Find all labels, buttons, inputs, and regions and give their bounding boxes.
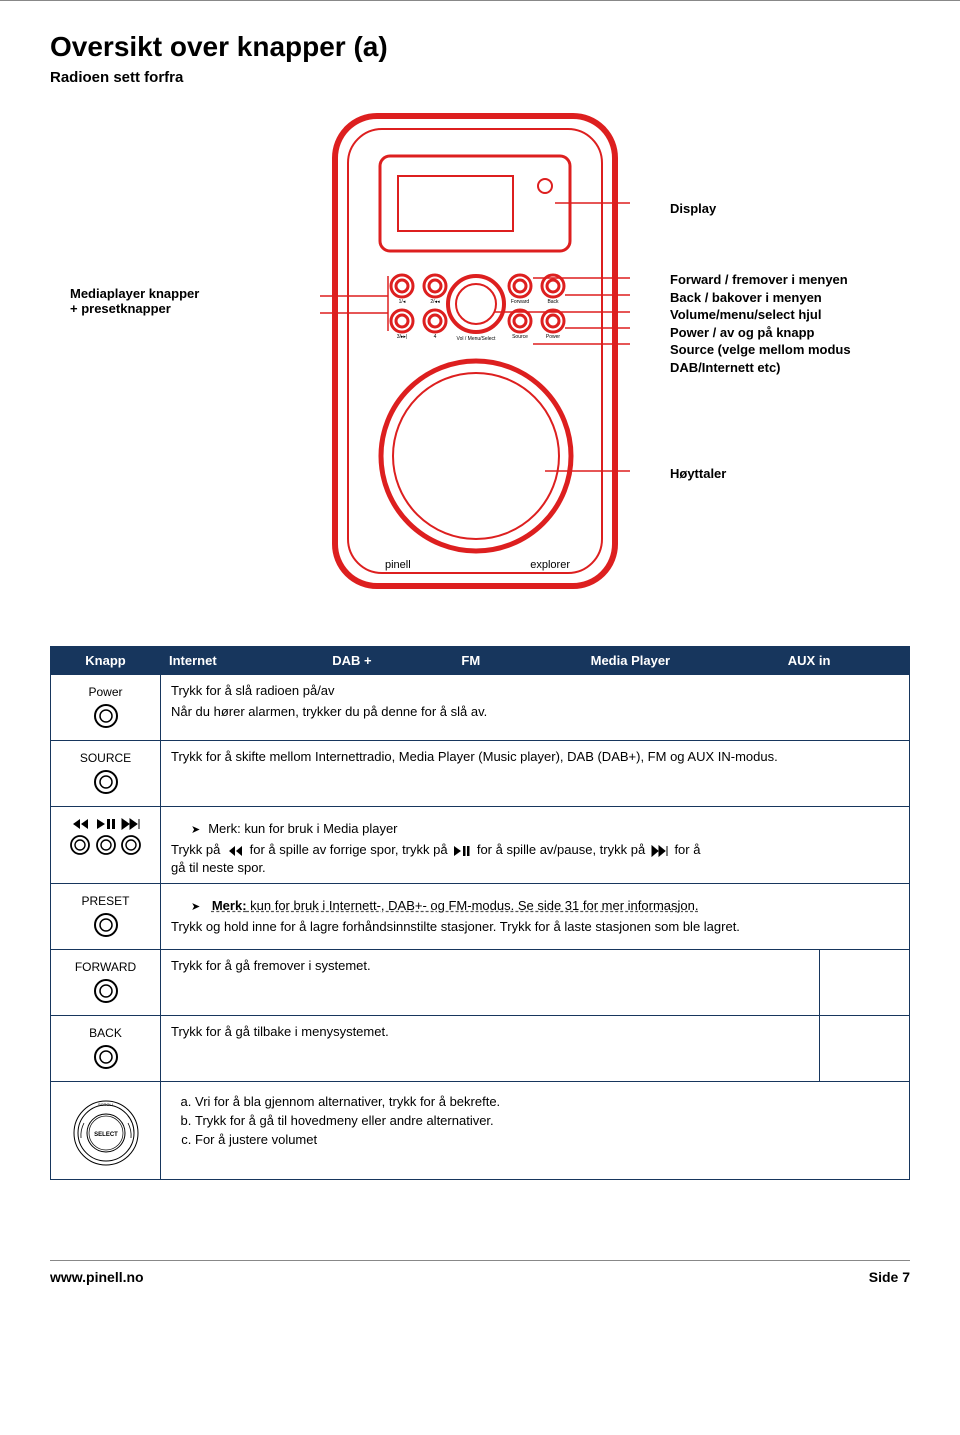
- row-source-label: SOURCE: [61, 751, 150, 765]
- back-text: Trykk for å gå tilbake i menysystemet.: [161, 1016, 820, 1082]
- label-forward: Forward / fremover i menyen: [670, 271, 851, 289]
- media-p3: for å spille av/pause, trykk på: [477, 842, 649, 857]
- media-merk: Merk: kun for bruk i Media player: [191, 821, 899, 836]
- radio-diagram: Mediaplayer knapper + presetknapper Disp…: [50, 106, 910, 616]
- row-power-label: Power: [61, 685, 150, 699]
- media-icons: [69, 820, 142, 834]
- select-c: For å justere volumet: [195, 1132, 899, 1147]
- svg-text:Forward: Forward: [511, 299, 530, 305]
- row-forward-label: FORWARD: [61, 960, 150, 974]
- label-mediaplayer-1: Mediaplayer knapper: [70, 286, 199, 301]
- footer-page: Side 7: [869, 1269, 910, 1285]
- media-p4: for å: [674, 842, 700, 857]
- forward-text: Trykk for å gå fremover i systemet.: [161, 950, 820, 1016]
- footer-url: www.pinell.no: [50, 1269, 144, 1285]
- row-preset-label: PRESET: [61, 894, 150, 908]
- media-p2: for å spille av forrige spor, trykk på: [250, 842, 452, 857]
- svg-text:SCROLL: SCROLL: [97, 1102, 114, 1107]
- next-track-icon: [651, 845, 669, 860]
- preset-merk-text: kun for bruk i Internett-, DAB+- og FM-m…: [247, 898, 699, 913]
- svg-text:4: 4: [434, 334, 437, 340]
- svg-text:Power: Power: [546, 334, 561, 340]
- label-volume: Volume/menu/select hjul: [670, 306, 851, 324]
- svg-text:Back: Back: [547, 299, 559, 305]
- play-pause-icon: [453, 845, 471, 860]
- knob-icon: [93, 703, 119, 732]
- media-p1: Trykk på: [171, 842, 224, 857]
- label-power: Power / av og på knapp: [670, 324, 851, 342]
- svg-text:2/◂◂: 2/◂◂: [430, 299, 440, 305]
- th-internet: Internet: [161, 647, 324, 674]
- select-b: Trykk for å gå til hovedmeny eller andre…: [195, 1113, 899, 1128]
- page-footer: www.pinell.no Side 7: [50, 1260, 910, 1305]
- label-speaker: Høyttaler: [670, 466, 726, 481]
- knob-icon: [93, 978, 119, 1007]
- select-a: Vri for å bla gjennom alternativer, tryk…: [195, 1094, 899, 1109]
- media-p5: gå til neste spor.: [171, 860, 899, 875]
- model-text: explorer: [530, 559, 570, 571]
- svg-text:1/◂: 1/◂: [399, 299, 406, 305]
- label-back: Back / bakover i menyen: [670, 289, 851, 307]
- label-mediaplayer-2: + presetknapper: [70, 301, 199, 316]
- knob-icon: [93, 1044, 119, 1073]
- radio-illustration: 1/◂ 2/◂◂ Forward Back 3/▸▸| 4 Source Power V…: [320, 106, 630, 606]
- source-text: Trykk for å skifte mellom Internettradio…: [161, 741, 910, 807]
- th-media: Media Player: [583, 647, 780, 674]
- preset-text: Trykk og hold inne for å lagre forhåndsi…: [171, 919, 899, 934]
- page-title: Oversikt over knapper (a): [50, 31, 910, 63]
- knob-icon: [93, 769, 119, 798]
- th-fm: FM: [453, 647, 582, 674]
- button-table: Knapp Internet DAB + FM Media Player AUX…: [50, 646, 910, 1180]
- row-back-label: BACK: [61, 1026, 150, 1040]
- prev-track-icon: [226, 845, 244, 860]
- knob-icon: [93, 912, 119, 941]
- label-display: Display: [670, 201, 716, 216]
- select-dial-icon: SCROLL SELECT: [71, 1098, 141, 1168]
- th-dab: DAB +: [324, 647, 453, 674]
- svg-text:Vol / Menu/Select: Vol / Menu/Select: [457, 336, 497, 342]
- svg-text:3/▸▸|: 3/▸▸|: [397, 334, 408, 340]
- label-source-1: Source (velge mellom modus: [670, 341, 851, 359]
- th-knapp: Knapp: [51, 647, 161, 675]
- th-aux: AUX in: [780, 647, 909, 674]
- svg-text:SELECT: SELECT: [94, 1132, 118, 1138]
- label-source-2: DAB/Internett etc): [670, 359, 851, 377]
- power-line1: Trykk for å slå radioen på/av: [171, 683, 899, 698]
- knob-icon-row: [69, 845, 142, 859]
- subtitle: Radioen sett forfra: [50, 69, 910, 86]
- brand-text: pinell: [385, 559, 411, 571]
- power-line2: Når du hører alarmen, trykker du på denn…: [171, 704, 899, 719]
- svg-text:Source: Source: [512, 334, 528, 340]
- preset-merk-label: Merk:: [212, 898, 247, 913]
